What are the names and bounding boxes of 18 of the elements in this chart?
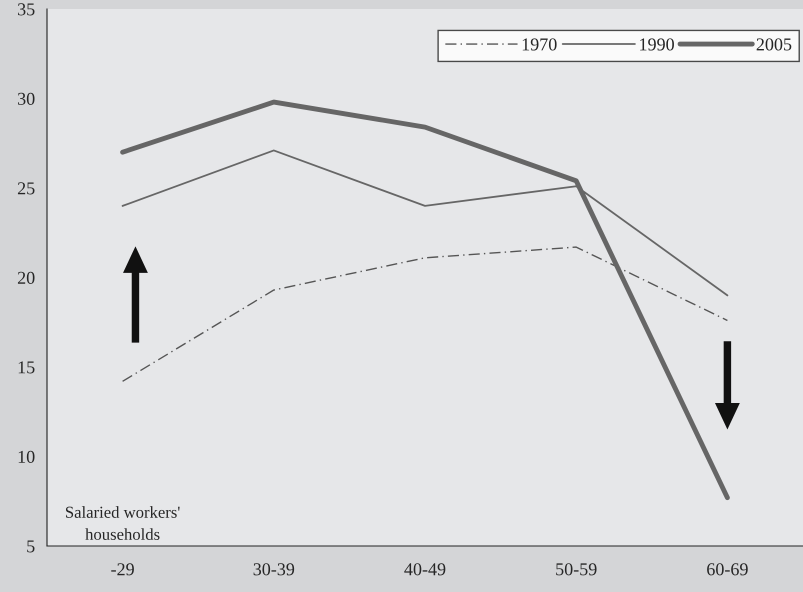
y-tick-label: 10 xyxy=(18,450,35,463)
line-series xyxy=(120,100,730,500)
legend-label: 2005 xyxy=(756,38,792,51)
x-tick-label: 40-49 xyxy=(404,563,446,576)
y-tick-label: 35 xyxy=(18,3,34,16)
legend-label: 1970 xyxy=(522,38,557,51)
annotation: Salaried workers' households xyxy=(66,506,180,540)
y-tick-label: 25 xyxy=(18,182,34,194)
y-tick-label: 30 xyxy=(18,92,35,105)
line-series xyxy=(122,246,728,382)
x-tick-label: 30-39 xyxy=(254,563,294,576)
y-tick-label: 5 xyxy=(27,540,34,552)
legend-label: 1990 xyxy=(640,38,674,51)
x-tick-label: 60-69 xyxy=(707,563,748,576)
x-tick-label: 50-59 xyxy=(556,563,597,576)
y-tick-label: 15 xyxy=(18,361,34,374)
y-tick-label: 20 xyxy=(18,272,35,284)
x-tick-label: -29 xyxy=(111,563,134,576)
